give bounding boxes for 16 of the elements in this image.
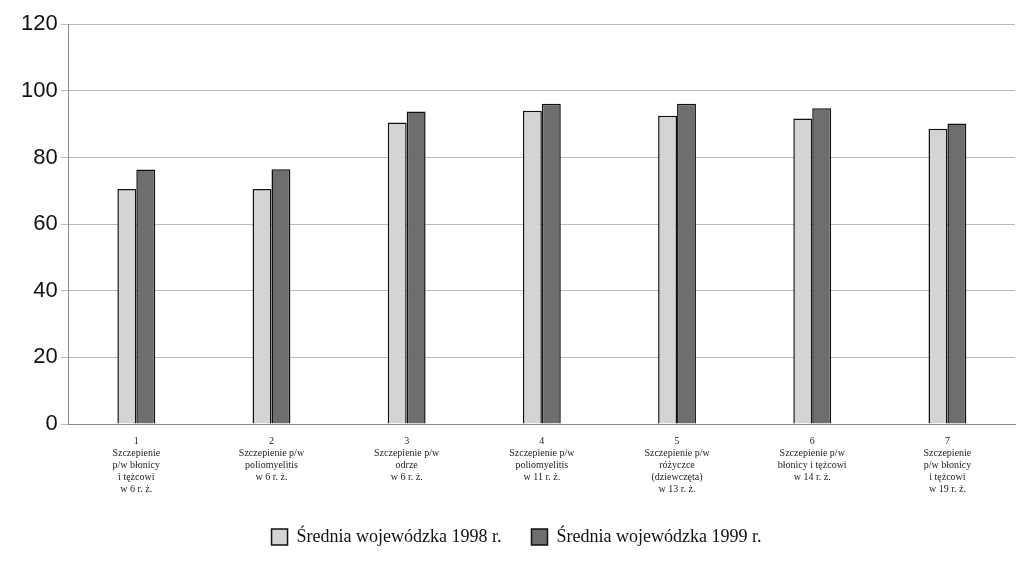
x-tick-label: 7 Szczepienie p/w błonicy i tężcowi w 19 r. ż. — [923, 434, 972, 494]
x-tick-label: 6 Szczepienie p/w błonicy i tężcowi w 14 r. ż. — [777, 434, 847, 482]
x-tick-label: 2 Szczepienie p/w poliomyelitis w 6 r. ż. — [238, 434, 305, 482]
y-tick-label: 20 — [33, 343, 58, 369]
y-tick-label: 0 — [45, 410, 58, 436]
y-tick-label: 120 — [20, 10, 58, 36]
y-tick-label: 40 — [33, 276, 58, 302]
legend-label: Średnia wojewódzka 1998 r. — [296, 524, 502, 546]
x-tick-label: 1 Szczepienie p/w błonicy i tężcowi w 6 r. ż. — [112, 434, 161, 494]
y-tick-label: 80 — [33, 143, 58, 169]
x-tick-label: 3 Szczepienie p/w odrze w 6 r. ż. — [374, 434, 441, 482]
legend-label: Średnia wojewódzka 1999 r. — [556, 524, 762, 546]
x-tick-label: 5 Szczepienie p/w różyczce (dziewczęta) w 13 r. ż. — [644, 434, 711, 494]
y-tick-label: 60 — [33, 210, 58, 236]
y-tick-label: 100 — [20, 76, 58, 102]
x-tick-label: 4 Szczepienie p/w poliomyelitis w 11 r. ż. — [509, 434, 576, 482]
